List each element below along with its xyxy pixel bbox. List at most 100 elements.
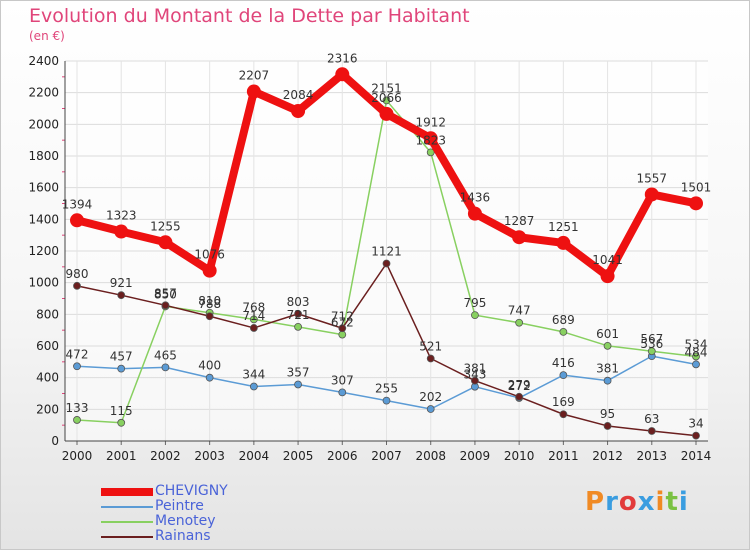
y-tick-label: 1400 (28, 212, 59, 226)
data-point-peintre (73, 362, 81, 371)
data-label-chevigny: 2316 (327, 51, 358, 65)
x-tick-label: 2005 (283, 449, 314, 463)
data-point-menotey (426, 148, 435, 157)
y-tick-label: 400 (36, 371, 59, 385)
x-tick-label: 2009 (460, 449, 491, 463)
data-point-menotey (559, 328, 568, 336)
data-label-chevigny: 2084 (283, 88, 314, 102)
x-tick-label: 2008 (415, 449, 446, 463)
data-label-menotey: 795 (463, 296, 486, 310)
data-label-rainans: 980 (66, 267, 89, 281)
data-label-chevigny: 1436 (460, 191, 491, 205)
data-point-rainans (249, 324, 258, 332)
data-label-chevigny: 1041 (592, 253, 623, 267)
data-point-rainans (294, 309, 302, 318)
data-label-peintre: 400 (198, 359, 221, 373)
data-label-rainans: 34 (688, 417, 703, 431)
data-point-chevigny (512, 230, 527, 245)
data-point-peintre (205, 373, 214, 382)
data-point-rainans (117, 291, 126, 300)
x-tick-label: 2000 (62, 449, 93, 463)
legend-swatch (101, 536, 153, 538)
data-label-rainans: 803 (287, 295, 310, 309)
data-label-rainans: 63 (644, 412, 659, 426)
data-label-rainans: 712 (331, 309, 354, 323)
data-label-rainans: 95 (600, 407, 615, 421)
y-tick-label: 0 (51, 434, 59, 448)
data-point-menotey (249, 315, 258, 324)
data-point-menotey (603, 341, 612, 350)
data-label-peintre: 343 (463, 368, 486, 382)
data-point-menotey (73, 416, 81, 424)
data-point-rainans (471, 376, 479, 385)
x-tick-label: 2010 (504, 449, 535, 463)
data-point-peintre (294, 380, 302, 389)
data-label-peintre: 416 (552, 356, 575, 370)
data-point-chevigny (379, 106, 394, 121)
data-label-chevigny: 1323 (106, 209, 137, 223)
data-point-rainans (515, 392, 524, 401)
data-point-menotey (692, 352, 700, 361)
x-tick-label: 2013 (637, 449, 668, 463)
data-label-menotey: 534 (685, 337, 708, 351)
data-point-rainans (338, 324, 347, 333)
data-label-rainans: 921 (110, 276, 133, 290)
data-point-rainans (205, 312, 214, 321)
data-label-peintre: 457 (110, 350, 133, 364)
data-label-rainans: 788 (198, 297, 221, 311)
legend-swatch (101, 521, 153, 523)
y-tick-label: 2200 (28, 86, 59, 100)
x-tick-label: 2012 (592, 449, 623, 463)
x-tick-label: 2007 (371, 449, 402, 463)
data-label-peintre: 272 (508, 379, 531, 393)
data-label-chevigny: 2066 (371, 91, 402, 105)
y-tick-label: 800 (36, 307, 59, 321)
data-point-rainans (426, 354, 435, 363)
data-point-peintre (161, 363, 170, 372)
data-label-peintre: 344 (242, 368, 265, 382)
data-point-menotey (515, 318, 524, 327)
chart-subtitle: (en €) (29, 29, 65, 43)
data-label-chevigny: 1912 (415, 115, 446, 129)
legend-label: Rainans (155, 528, 211, 544)
legend-label: Peintre (155, 498, 204, 514)
data-label-menotey: 567 (640, 332, 663, 346)
axes: 0 200 400 600 800 1000 1200 1400 1600 1800 2000 220… (28, 54, 711, 463)
data-point-menotey (471, 311, 479, 320)
data-label-rainans: 857 (154, 286, 177, 300)
y-tick-label: 200 (36, 402, 59, 416)
data-label-rainans: 1121 (371, 245, 402, 259)
data-point-menotey (294, 322, 302, 331)
data-point-chevigny (644, 187, 659, 202)
data-point-chevigny (114, 224, 129, 239)
y-tick-label: 1800 (28, 149, 59, 163)
x-tick-label: 2002 (150, 449, 181, 463)
data-label-menotey: 1823 (415, 133, 446, 147)
data-point-rainans (692, 431, 700, 440)
series-lines (70, 67, 703, 440)
x-tick-label: 2003 (194, 449, 225, 463)
data-label-menotey: 747 (508, 304, 531, 318)
data-label-peintre: 307 (331, 373, 354, 387)
data-point-peintre (603, 376, 612, 385)
data-point-peintre (559, 371, 568, 380)
data-label-rainans: 279 (508, 378, 531, 392)
data-point-peintre (692, 360, 700, 369)
data-point-rainans (73, 281, 81, 290)
x-tick-label: 2001 (106, 449, 137, 463)
y-tick-label: 1200 (28, 244, 59, 258)
data-point-peintre (249, 382, 258, 391)
data-label-peintre: 472 (66, 347, 89, 361)
x-tick-label: 2011 (548, 449, 579, 463)
legend-swatch (101, 506, 153, 508)
data-point-chevigny (291, 104, 306, 119)
data-label-chevigny: 1255 (150, 219, 181, 233)
data-point-chevigny (423, 131, 438, 146)
data-label-menotey: 115 (110, 404, 133, 418)
data-label-chevigny: 1251 (548, 220, 579, 234)
data-point-peintre (382, 396, 391, 405)
data-label-chevigny: 1557 (637, 171, 668, 185)
data-label-chevigny: 1394 (62, 197, 93, 211)
data-label-peintre: 357 (287, 365, 310, 379)
